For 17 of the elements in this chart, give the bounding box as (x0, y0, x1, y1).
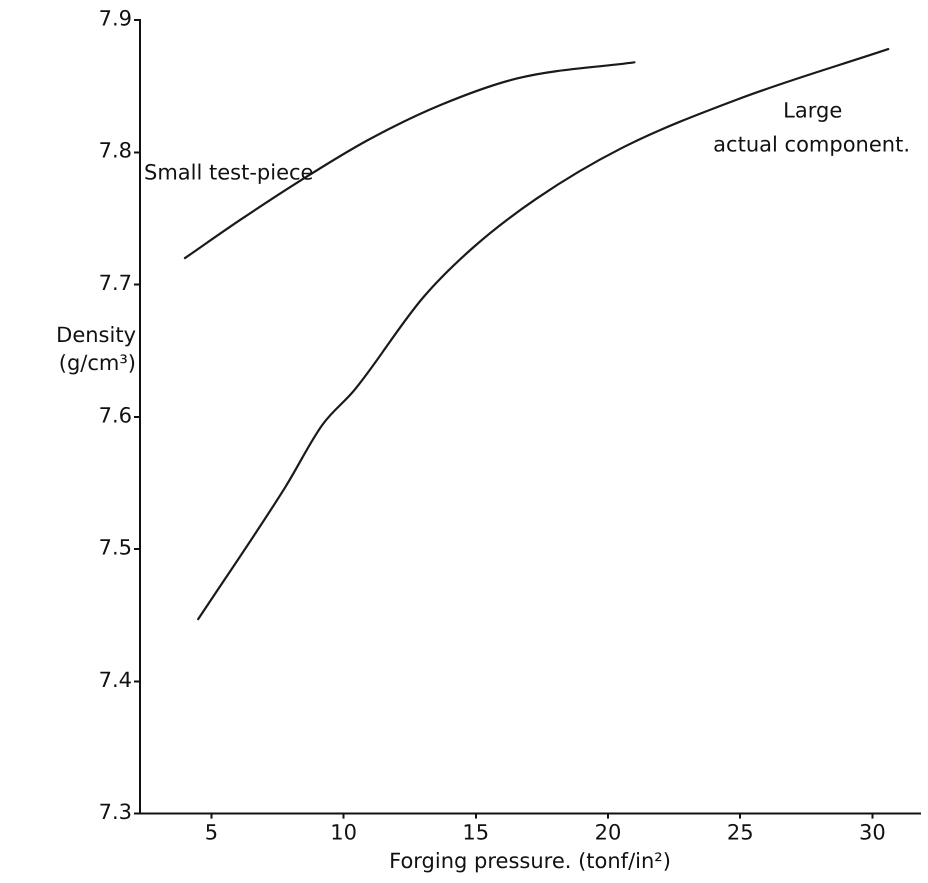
y-tick-label: 7.4 (98, 668, 132, 692)
y-tick-label: 7.5 (98, 536, 132, 560)
x-axis-title: Forging pressure. (tonf/in²) (389, 848, 671, 873)
x-tick-label: 5 (204, 820, 218, 845)
x-tick-label: 30 (859, 820, 886, 845)
y-tick-label: 7.6 (98, 403, 132, 428)
y-tick-label: 7.3 (98, 800, 132, 824)
y-tick-label: 7.7 (98, 270, 132, 295)
y-axis-title: Density (g/cm³) (56, 323, 136, 376)
y-tick-label: 7.8 (98, 138, 132, 163)
x-tick-label: 15 (462, 820, 490, 845)
x-tick-label: 25 (726, 820, 754, 845)
series-label: Large actual component. (713, 98, 910, 156)
series-label: Small test-piece (144, 160, 314, 185)
x-tick-label: 20 (594, 820, 622, 845)
x-tick-label: 10 (330, 820, 357, 845)
y-tick-label: 7.9 (98, 6, 132, 30)
